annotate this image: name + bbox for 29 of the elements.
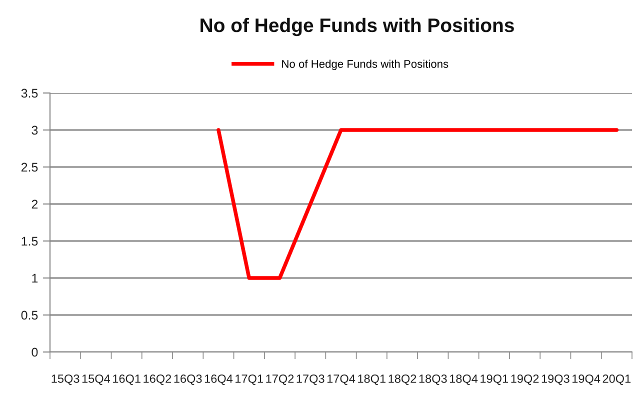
x-tick-label: 17Q3 (296, 374, 324, 386)
x-tick-label: 18Q2 (388, 374, 416, 386)
x-tick-label: 18Q1 (358, 374, 386, 386)
x-tick-label: 15Q4 (82, 374, 110, 386)
y-tick-label: 1 (32, 274, 38, 283)
x-tick-label: 17Q1 (236, 374, 263, 386)
y-tick-label: 0.5 (21, 310, 38, 320)
y-tick-label: 0 (32, 348, 38, 357)
x-tick-label: 19Q2 (511, 374, 539, 386)
x-tick-label: 19Q1 (480, 374, 508, 386)
x-tick-label: 19Q3 (542, 374, 570, 386)
x-tick-label: 20Q1 (602, 374, 631, 386)
x-tick-label: 16Q1 (113, 374, 140, 386)
x-tick-label: 18Q3 (419, 374, 447, 386)
x-tick-label: 16Q3 (174, 374, 202, 386)
chart-title: No of Hedge Funds with Positions (200, 18, 514, 36)
x-tick-label: 16Q2 (144, 374, 172, 386)
x-tick-label: 16Q4 (204, 374, 233, 386)
y-tick-label: 2 (32, 200, 38, 209)
y-tick-label: 1.5 (22, 236, 38, 246)
x-tick-label: 15Q3 (52, 374, 80, 386)
x-tick-label: 17Q2 (266, 374, 294, 386)
legend-label: No of Hedge Funds with Positions (282, 60, 448, 70)
y-tick-label: 2.5 (21, 162, 38, 172)
x-tick-label: 17Q4 (327, 374, 356, 386)
y-tick-label: 3.5 (21, 88, 38, 98)
x-tick-label: 18Q4 (450, 374, 478, 386)
x-tick-label: 19Q4 (572, 374, 600, 386)
y-tick-label: 3 (32, 126, 38, 135)
